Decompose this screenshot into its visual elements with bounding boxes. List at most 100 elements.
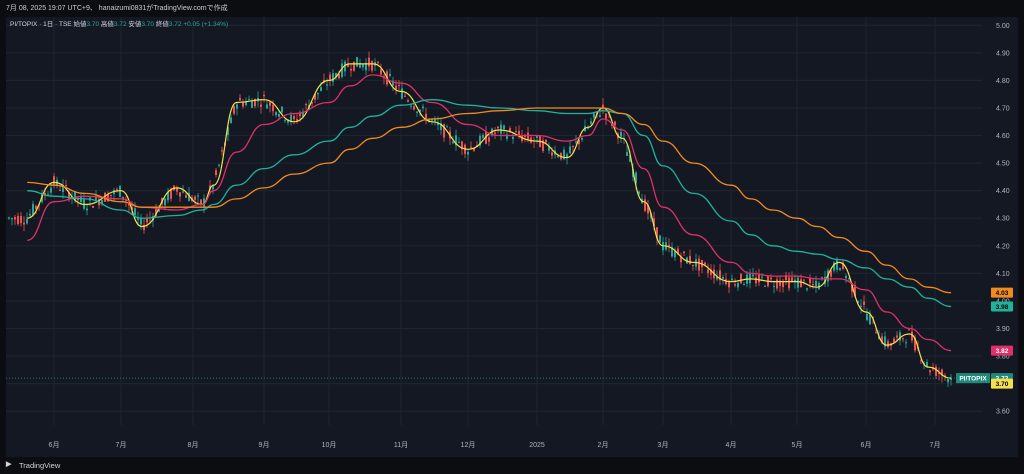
candle-body bbox=[635, 172, 637, 184]
candle-body bbox=[578, 139, 580, 145]
candle-body bbox=[8, 217, 10, 219]
candle-body bbox=[461, 141, 463, 150]
candle-body bbox=[659, 235, 661, 243]
x-tick-label: 7月 bbox=[930, 441, 941, 449]
candle-body bbox=[416, 111, 418, 113]
candle-body bbox=[557, 156, 559, 158]
candle-body bbox=[446, 126, 448, 128]
candle-body bbox=[443, 124, 445, 138]
candle-body bbox=[137, 217, 139, 220]
candle-body bbox=[380, 69, 382, 75]
x-tick-label: 6月 bbox=[49, 441, 60, 449]
candle-body bbox=[26, 219, 28, 224]
candle-body bbox=[671, 247, 673, 257]
candle-body bbox=[761, 276, 763, 278]
candle-body bbox=[470, 146, 472, 148]
price-label-bg bbox=[991, 287, 1013, 298]
candle-body bbox=[785, 275, 787, 281]
candle-body bbox=[776, 279, 778, 289]
x-tick-label: 6月 bbox=[861, 441, 872, 449]
candle-body bbox=[275, 111, 277, 116]
y-tick-label: 4.60 bbox=[996, 133, 1010, 140]
candle-body bbox=[170, 189, 172, 199]
candle-body bbox=[845, 275, 847, 279]
chart-area[interactable]: 5.00 4.90 4.80 4.70 4.60 4.50 4.40 4.30 4.20 4.10… bbox=[6, 17, 1018, 457]
candle-body bbox=[23, 222, 25, 225]
candle-body bbox=[245, 101, 247, 106]
candle-body bbox=[302, 111, 304, 117]
y-tick-label: 4.20 bbox=[996, 243, 1010, 250]
price-label: 4.03 bbox=[996, 290, 1009, 297]
candle-body bbox=[440, 123, 442, 130]
candle-body bbox=[536, 135, 538, 138]
candle-body bbox=[905, 342, 907, 344]
candle-body bbox=[674, 251, 676, 258]
candle-body bbox=[683, 251, 685, 253]
candle-body bbox=[200, 199, 202, 205]
candle-body bbox=[431, 119, 433, 121]
candle-body bbox=[818, 282, 820, 290]
candle-body bbox=[770, 277, 772, 280]
candle-body bbox=[458, 141, 460, 143]
candle-body bbox=[842, 262, 844, 269]
price-chart[interactable]: 5.00 4.90 4.80 4.70 4.60 4.50 4.40 4.30 4.20 4.10… bbox=[6, 17, 1018, 457]
candle-body bbox=[185, 195, 187, 198]
x-tick-label: 5月 bbox=[792, 441, 803, 449]
candle-body bbox=[86, 208, 88, 211]
candle-body bbox=[437, 122, 439, 126]
candle-body bbox=[740, 273, 742, 284]
candle-body bbox=[116, 189, 118, 191]
candle-body bbox=[338, 74, 340, 79]
candle-body bbox=[656, 227, 658, 239]
candle-body bbox=[485, 131, 487, 144]
price-label-bg bbox=[991, 378, 1013, 389]
candle-body bbox=[242, 102, 244, 107]
candle-body bbox=[866, 313, 868, 321]
candle-body bbox=[893, 338, 895, 343]
candle-body bbox=[908, 329, 910, 331]
candle-body bbox=[407, 100, 409, 102]
candle-body bbox=[479, 135, 481, 146]
ohlc-legend: PI/TOPIX · 1日 · TSE 始値3.70 高値3.72 安値3.70… bbox=[10, 19, 228, 28]
candle-body bbox=[101, 199, 103, 205]
candle-body bbox=[935, 366, 937, 376]
candle-body bbox=[689, 255, 691, 264]
candle-body bbox=[272, 104, 274, 112]
y-tick-label: 4.70 bbox=[996, 105, 1010, 112]
candle-body bbox=[830, 270, 832, 277]
candle-body bbox=[920, 360, 922, 362]
candle-body bbox=[365, 62, 367, 71]
y-tick-label: 4.80 bbox=[996, 78, 1010, 85]
candle-body bbox=[566, 154, 568, 158]
candle-body bbox=[194, 196, 196, 200]
candle-body bbox=[320, 87, 322, 91]
candle-body bbox=[926, 361, 928, 367]
candle-body bbox=[887, 341, 889, 348]
x-tick-label: 8月 bbox=[188, 441, 199, 449]
symbol-tag-bg bbox=[956, 373, 990, 384]
candle-body bbox=[593, 113, 595, 118]
candle-body bbox=[881, 336, 883, 343]
symbol-tag: PI/TOPIX bbox=[959, 376, 987, 383]
ma-longest-line bbox=[27, 107, 952, 294]
candle-body bbox=[833, 262, 835, 271]
candle-body bbox=[482, 134, 484, 138]
ma-long-line bbox=[27, 99, 952, 308]
candle-body bbox=[395, 85, 397, 90]
y-tick-label: 4.30 bbox=[996, 216, 1010, 223]
candle-body bbox=[755, 277, 757, 284]
candle-body bbox=[47, 194, 49, 196]
candle-body bbox=[221, 150, 223, 152]
candle-body bbox=[368, 57, 370, 67]
candle-body bbox=[347, 63, 349, 67]
candle-body bbox=[698, 258, 700, 271]
candle-body bbox=[119, 185, 121, 197]
candle-body bbox=[782, 281, 784, 288]
candle-body bbox=[65, 184, 67, 186]
candle-body bbox=[653, 218, 655, 227]
x-tick-label: 7月 bbox=[116, 441, 127, 449]
x-tick-label: 2月 bbox=[598, 441, 609, 449]
candle-body bbox=[860, 305, 862, 307]
candle-body bbox=[158, 207, 160, 212]
candle-body bbox=[230, 117, 232, 124]
